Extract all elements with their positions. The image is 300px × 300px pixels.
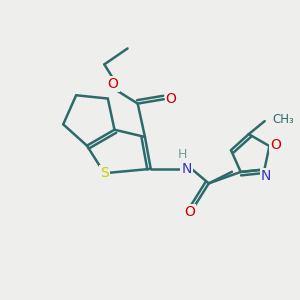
Text: O: O xyxy=(108,77,118,91)
Text: O: O xyxy=(166,92,176,106)
Text: N: N xyxy=(261,169,271,183)
Text: H: H xyxy=(178,148,188,161)
Text: O: O xyxy=(184,206,195,219)
Text: CH₃: CH₃ xyxy=(272,113,294,126)
Text: N: N xyxy=(181,162,192,176)
Text: S: S xyxy=(100,166,109,180)
Text: O: O xyxy=(270,138,281,152)
